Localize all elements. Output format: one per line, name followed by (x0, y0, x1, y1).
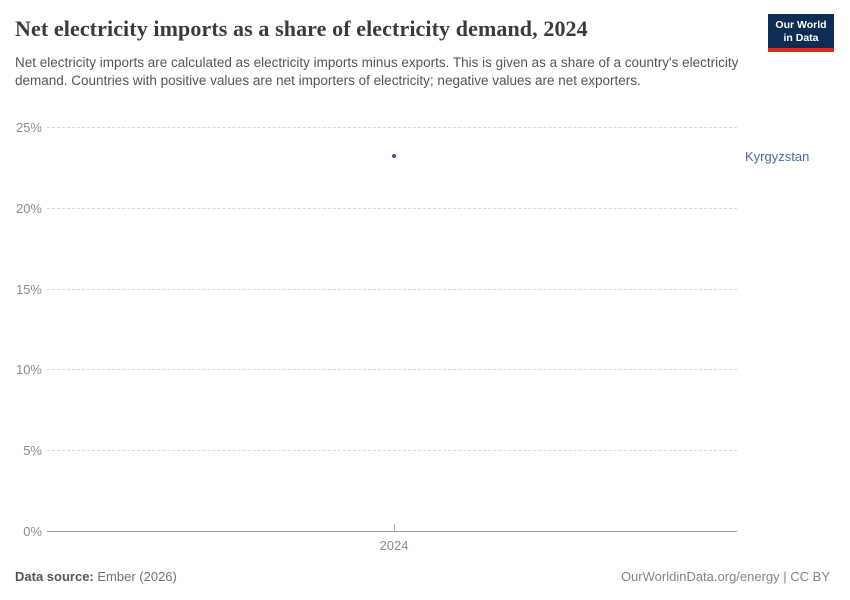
gridline-5 (47, 450, 737, 451)
data-source-label: Data source: (15, 569, 94, 584)
chart-subtitle: Net electricity imports are calculated a… (15, 55, 739, 88)
owid-logo[interactable]: Our World in Data (768, 14, 834, 52)
gridline-25 (47, 127, 737, 128)
gridline-10 (47, 369, 737, 370)
y-axis-tick-label: 5% (23, 443, 42, 458)
y-axis-tick-label: 20% (15, 201, 42, 216)
data-source-note: Data source: Ember (2026) (15, 569, 177, 584)
y-axis-tick-label: 10% (15, 362, 42, 377)
y-axis-tick-label: 15% (15, 282, 42, 297)
entity-label-kyrgyzstan[interactable]: Kyrgyzstan (745, 149, 810, 164)
data-point-kyrgyzstan[interactable] (392, 154, 396, 159)
y-axis-tick-label: 25% (15, 120, 42, 135)
credit-link[interactable]: OurWorldinData.org/energy | CC BY (620, 569, 830, 584)
owid-logo-line2: in Data (783, 31, 819, 44)
y-axis-tick-label: 0% (23, 524, 42, 539)
chart-title: Net electricity imports as a share of el… (15, 16, 588, 41)
data-source-value[interactable]: Ember (2026) (97, 569, 177, 584)
gridline-15 (47, 289, 737, 290)
owid-logo-line1: Our World (775, 19, 827, 31)
gridline-20 (47, 208, 737, 209)
x-axis-tick-mark (394, 524, 395, 531)
x-axis-tick-label: 2024 (379, 538, 409, 553)
x-axis-line (47, 531, 737, 532)
